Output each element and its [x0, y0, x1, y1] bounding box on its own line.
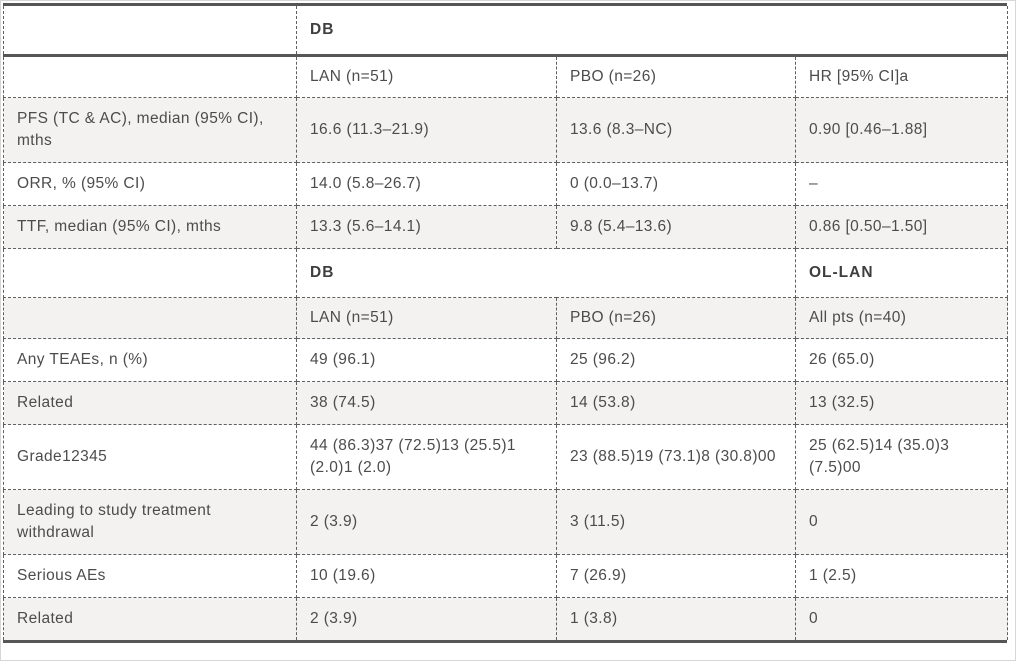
row-label-cell: TTF, median (95% CI), mths — [3, 205, 297, 249]
group-header-cell — [3, 248, 297, 298]
results-table-body: DB LAN (n=51) PBO (n=26) HR [95% CI]a PFS (T… — [3, 6, 1009, 640]
data-cell: 7 (26.9) — [556, 554, 796, 598]
data-cell: 0.86 [0.50–1.50] — [794, 205, 1009, 249]
data-cell: 0 — [794, 489, 1009, 555]
data-cell: 14 (53.8) — [556, 381, 796, 425]
data-cell: 13.3 (5.6–14.1) — [296, 205, 557, 249]
table-row: PFS (TC & AC), median (95% CI), mths 16.6… — [3, 97, 1009, 163]
results-table-frame: DB LAN (n=51) PBO (n=26) HR [95% CI]a PFS (T… — [3, 3, 1009, 643]
data-cell: 26 (65.0) — [794, 338, 1009, 382]
data-cell: 13 (32.5) — [794, 381, 1009, 425]
clinical-results-table: DB LAN (n=51) PBO (n=26) HR [95% CI]a PFS (T… — [3, 6, 1009, 640]
column-header-cell: LAN (n=51) — [296, 297, 557, 339]
column-header-cell — [3, 55, 297, 98]
table-row: LAN (n=51) PBO (n=26) HR [95% CI]a — [3, 55, 1009, 98]
row-label-cell: Related — [3, 597, 297, 640]
table-row: Leading to study treatment withdrawal 2 (… — [3, 489, 1009, 555]
data-cell: 49 (96.1) — [296, 338, 557, 382]
data-cell: 3 (11.5) — [556, 489, 796, 555]
column-header-cell — [3, 297, 297, 339]
table-row: ORR, % (95% CI) 14.0 (5.8–26.7) 0 (0.0–13.… — [3, 162, 1009, 206]
row-label-cell: Leading to study treatment withdrawal — [3, 489, 297, 555]
table-row: DB OL-LAN — [3, 248, 1009, 298]
data-cell: 2 (3.9) — [296, 489, 557, 555]
row-label-cell: Related — [3, 381, 297, 425]
data-cell: 44 (86.3)37 (72.5)13 (25.5)1 (2.0)1 (2.0… — [296, 424, 557, 490]
row-label-cell: Serious AEs — [3, 554, 297, 598]
data-cell: 2 (3.9) — [296, 597, 557, 640]
data-cell: 0 (0.0–13.7) — [556, 162, 796, 206]
row-label-cell: Any TEAEs, n (%) — [3, 338, 297, 382]
column-header-cell: PBO (n=26) — [556, 55, 796, 98]
data-cell: 0.90 [0.46–1.88] — [794, 97, 1009, 163]
row-label-cell: ORR, % (95% CI) — [3, 162, 297, 206]
table-row: Grade12345 44 (86.3)37 (72.5)13 (25.5)1 (… — [3, 424, 1009, 490]
column-header-cell: HR [95% CI]a — [794, 55, 1009, 98]
group-header-cell: DB — [295, 6, 1009, 57]
data-cell: 13.6 (8.3–NC) — [556, 97, 796, 163]
table-row: DB — [3, 6, 1009, 57]
data-cell: 1 (3.8) — [556, 597, 796, 640]
data-cell: 23 (88.5)19 (73.1)8 (30.8)00 — [556, 424, 796, 490]
table-row: Related 38 (74.5) 14 (53.8) 13 (32.5) — [3, 381, 1009, 425]
data-cell: 25 (62.5)14 (35.0)3 (7.5)00 — [794, 424, 1009, 490]
group-header-cell: OL-LAN — [794, 248, 1009, 298]
data-cell: 1 (2.5) — [794, 554, 1009, 598]
table-row: Related 2 (3.9) 1 (3.8) 0 — [3, 597, 1009, 640]
data-cell: 10 (19.6) — [296, 554, 557, 598]
table-row: LAN (n=51) PBO (n=26) All pts (n=40) — [3, 297, 1009, 339]
row-label-cell: PFS (TC & AC), median (95% CI), mths — [3, 97, 297, 163]
group-header-cell — [3, 6, 297, 57]
data-cell: – — [794, 162, 1009, 206]
column-header-cell: PBO (n=26) — [556, 297, 796, 339]
group-header-cell: DB — [296, 248, 796, 298]
data-cell: 14.0 (5.8–26.7) — [296, 162, 557, 206]
row-label-cell: Grade12345 — [3, 424, 297, 490]
table-row: Any TEAEs, n (%) 49 (96.1) 25 (96.2) 26 (65… — [3, 338, 1009, 382]
table-row: TTF, median (95% CI), mths 13.3 (5.6–14.1… — [3, 205, 1009, 249]
data-cell: 0 — [794, 597, 1009, 640]
data-cell: 25 (96.2) — [556, 338, 796, 382]
table-row: Serious AEs 10 (19.6) 7 (26.9) 1 (2.5) — [3, 554, 1009, 598]
column-header-cell: LAN (n=51) — [296, 55, 557, 98]
data-cell: 16.6 (11.3–21.9) — [296, 97, 557, 163]
data-cell: 38 (74.5) — [296, 381, 557, 425]
data-cell: 9.8 (5.4–13.6) — [556, 205, 796, 249]
column-header-cell: All pts (n=40) — [794, 297, 1009, 339]
